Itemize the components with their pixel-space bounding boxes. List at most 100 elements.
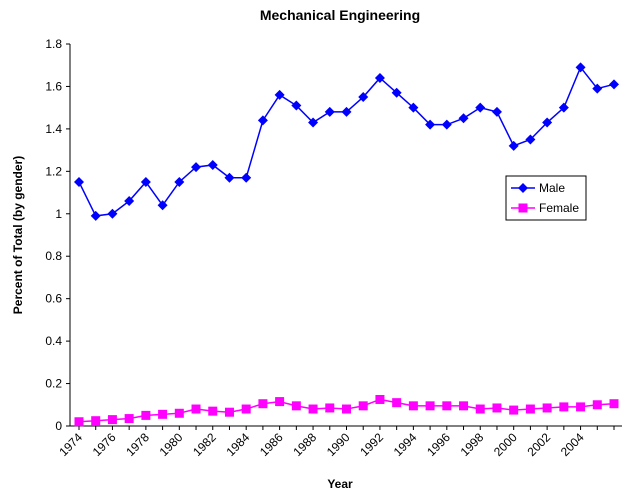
data-point xyxy=(374,72,385,83)
x-tick-label: 1994 xyxy=(391,430,420,459)
legend-label: Male xyxy=(539,181,565,195)
data-point xyxy=(508,140,519,151)
data-point xyxy=(358,92,369,103)
data-point xyxy=(140,176,151,187)
x-tick-label: 1984 xyxy=(224,430,253,459)
data-point xyxy=(141,410,151,420)
x-tick-label: 1996 xyxy=(424,430,453,459)
data-point xyxy=(392,398,402,408)
data-point xyxy=(158,409,168,419)
data-point xyxy=(291,401,301,411)
x-tick-label: 1986 xyxy=(257,430,286,459)
y-axis-label: Percent of Total (by gender) xyxy=(11,156,25,314)
data-point xyxy=(592,83,603,94)
y-tick-label: 0.2 xyxy=(45,377,62,391)
data-point xyxy=(558,102,569,113)
data-point xyxy=(525,404,535,414)
y-tick-label: 0.4 xyxy=(45,334,62,348)
data-point xyxy=(559,402,569,412)
data-point xyxy=(74,176,84,187)
data-point xyxy=(191,404,201,414)
data-point xyxy=(325,403,335,413)
data-point xyxy=(274,89,285,100)
y-tick-label: 1.8 xyxy=(45,37,62,51)
data-point xyxy=(542,117,553,128)
data-point xyxy=(609,79,619,90)
data-point xyxy=(575,62,586,73)
data-point xyxy=(91,416,101,426)
data-point xyxy=(308,117,319,128)
data-point xyxy=(358,401,368,411)
data-point xyxy=(308,404,318,414)
x-axis-label: Year xyxy=(327,477,353,491)
x-tick-label: 1990 xyxy=(324,430,353,459)
data-point xyxy=(291,100,302,111)
y-tick-label: 1.4 xyxy=(45,122,62,136)
data-point xyxy=(341,106,352,117)
data-point xyxy=(391,87,402,98)
data-point xyxy=(525,134,536,145)
legend-box xyxy=(505,175,587,221)
data-point xyxy=(324,106,335,117)
x-tick-label: 1998 xyxy=(458,430,487,459)
data-point xyxy=(124,196,135,207)
data-point xyxy=(74,417,84,427)
data-point xyxy=(408,401,418,411)
data-point xyxy=(107,415,117,425)
legend-label: Female xyxy=(539,201,579,215)
x-tick-label: 1988 xyxy=(290,430,319,459)
x-tick-label: 1978 xyxy=(123,430,152,459)
x-tick-label: 1992 xyxy=(357,430,386,459)
data-point xyxy=(241,404,251,414)
chart-title: Mechanical Engineering xyxy=(260,7,420,23)
data-point xyxy=(592,400,602,410)
x-tick-label: 1976 xyxy=(90,430,119,459)
x-tick-label: 1982 xyxy=(190,430,219,459)
data-point xyxy=(491,106,502,117)
data-point xyxy=(208,406,218,416)
y-tick-label: 1.6 xyxy=(45,79,62,93)
x-tick-label: 1980 xyxy=(157,430,186,459)
y-tick-label: 0.8 xyxy=(45,249,62,263)
data-point xyxy=(124,414,134,424)
data-point xyxy=(275,397,285,407)
data-point xyxy=(609,399,619,409)
data-point xyxy=(258,399,268,409)
data-point xyxy=(191,162,202,173)
y-tick-label: 1 xyxy=(55,207,62,221)
data-point xyxy=(174,408,184,418)
data-point xyxy=(475,404,485,414)
data-point xyxy=(224,407,234,417)
legend-marker xyxy=(518,183,528,193)
data-point xyxy=(174,176,185,187)
data-point xyxy=(408,102,419,113)
y-tick-label: 0.6 xyxy=(45,292,62,306)
data-point xyxy=(576,402,586,412)
x-tick-label: 1974 xyxy=(56,430,85,459)
data-point xyxy=(475,102,486,113)
data-point xyxy=(425,401,435,411)
data-point xyxy=(458,113,469,124)
legend: Male Female xyxy=(505,175,587,221)
data-point xyxy=(342,404,351,414)
data-point xyxy=(509,405,519,415)
data-point xyxy=(241,172,252,183)
data-point xyxy=(224,172,235,183)
data-point xyxy=(90,210,101,221)
legend-marker xyxy=(518,203,528,213)
data-point xyxy=(425,119,436,130)
y-tick-label: 1.2 xyxy=(45,164,62,178)
data-point xyxy=(207,159,218,170)
data-point xyxy=(257,115,268,126)
data-point xyxy=(442,401,452,411)
x-tick-label: 2000 xyxy=(491,430,520,459)
data-point xyxy=(375,394,385,404)
x-tick-label: 2002 xyxy=(524,430,553,459)
x-tick-label: 2004 xyxy=(558,430,587,459)
data-point xyxy=(459,401,469,411)
y-tick-label: 0 xyxy=(55,419,62,433)
data-point xyxy=(542,403,552,413)
data-point xyxy=(441,119,452,130)
data-point xyxy=(107,208,118,219)
